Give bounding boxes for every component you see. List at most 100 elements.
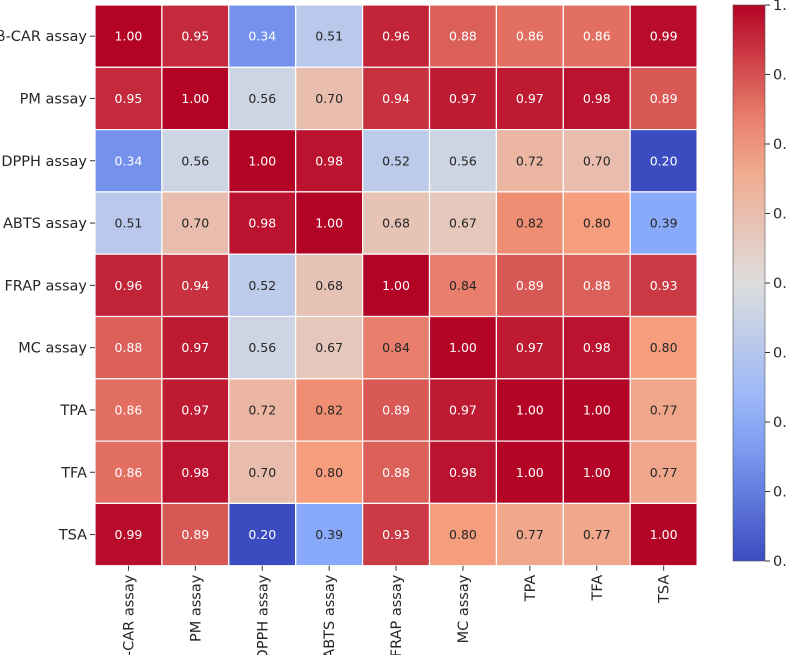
heatmap-cell bbox=[161, 191, 230, 255]
colorbar-tick-label: 0.4 bbox=[773, 415, 787, 431]
heatmap-cell bbox=[295, 253, 364, 318]
y-axis-labels: β-CAR assay PM assay DPPH assay ABTS assay F… bbox=[0, 29, 95, 544]
heatmap-cell bbox=[228, 66, 297, 131]
cell-value-label: 0.97 bbox=[516, 91, 544, 106]
colorbar-tick-label: 0.3 bbox=[773, 485, 787, 501]
cell-value-label: 1.00 bbox=[650, 527, 678, 542]
cell-value-label: 0.97 bbox=[449, 402, 477, 417]
heatmap-cell bbox=[428, 440, 498, 505]
cell-value-label: 0.98 bbox=[449, 465, 477, 480]
heatmap-cell bbox=[228, 129, 297, 193]
cell-value-label: 0.52 bbox=[382, 153, 410, 168]
x-tick-label: FRAP assay bbox=[389, 574, 405, 655]
heatmap-cell bbox=[629, 129, 698, 193]
heatmap-cell bbox=[295, 315, 364, 380]
heatmap-cell bbox=[94, 502, 163, 567]
colorbar-gradient bbox=[732, 4, 766, 562]
cell-value-label: 0.20 bbox=[650, 153, 678, 168]
heatmap-cell bbox=[495, 502, 564, 567]
heatmap-cell bbox=[362, 129, 431, 193]
cell-value-label: 0.67 bbox=[315, 340, 343, 355]
cell-value-label: 0.86 bbox=[516, 29, 544, 44]
cell-value-label: 0.84 bbox=[382, 340, 410, 355]
cell-value-label: 1.00 bbox=[449, 340, 477, 355]
y-tick-label: PM assay bbox=[20, 91, 88, 107]
cell-value-label: 0.89 bbox=[650, 91, 678, 106]
colorbar-tick-label: 0.5 bbox=[773, 346, 787, 362]
cell-value-label: 0.56 bbox=[181, 153, 209, 168]
cell-value-label: 0.93 bbox=[382, 527, 410, 542]
heatmap-cell bbox=[94, 315, 163, 380]
heatmap-cell bbox=[362, 66, 431, 131]
cell-value-label: 0.86 bbox=[115, 402, 143, 417]
cell-value-label: 0.95 bbox=[115, 91, 143, 106]
heatmap-cell bbox=[562, 4, 631, 68]
cell-value-label: 1.00 bbox=[315, 216, 343, 231]
cell-value-label: 0.56 bbox=[248, 340, 276, 355]
cell-value-label: 0.68 bbox=[315, 278, 343, 293]
cell-value-label: 0.39 bbox=[650, 216, 678, 231]
heatmap-cell bbox=[228, 253, 297, 318]
cell-value-label: 0.98 bbox=[583, 340, 611, 355]
cell-value-label: 0.99 bbox=[115, 527, 143, 542]
cell-value-label: 1.00 bbox=[583, 465, 611, 480]
heatmap-cell bbox=[94, 66, 163, 131]
cell-value-label: 1.00 bbox=[516, 402, 544, 417]
cell-value-label: 0.77 bbox=[516, 527, 544, 542]
cell-value-label: 1.00 bbox=[382, 278, 410, 293]
cell-value-label: 0.86 bbox=[115, 465, 143, 480]
x-tick-label: ABTS assay bbox=[322, 574, 338, 655]
y-tick-label: FRAP assay bbox=[4, 278, 87, 294]
cell-value-label: 0.97 bbox=[516, 340, 544, 355]
heatmap-cell bbox=[94, 4, 163, 68]
cell-value-label: 0.70 bbox=[248, 465, 276, 480]
cell-value-label: 0.88 bbox=[115, 340, 143, 355]
heatmap-cell bbox=[228, 4, 297, 68]
cell-value-label: 0.68 bbox=[382, 216, 410, 231]
cell-value-label: 0.39 bbox=[315, 527, 343, 542]
heatmap-cell bbox=[228, 315, 297, 380]
heatmap-cell bbox=[94, 129, 163, 193]
cell-value-label: 0.34 bbox=[248, 29, 276, 44]
y-tick-label: TFA bbox=[60, 465, 87, 481]
heatmap-cell bbox=[428, 4, 498, 68]
cell-value-label: 0.82 bbox=[315, 402, 343, 417]
cell-value-label: 0.52 bbox=[248, 278, 276, 293]
heatmap-cell bbox=[362, 440, 431, 505]
x-tick-label: β-CAR assay bbox=[121, 574, 137, 655]
heatmap-cell bbox=[428, 253, 498, 318]
heatmap-cell bbox=[629, 440, 698, 505]
x-tick-label: TPA bbox=[523, 575, 539, 603]
heatmap-cell bbox=[495, 378, 564, 442]
heatmap-cell bbox=[94, 191, 163, 255]
cell-value-label: 0.77 bbox=[583, 527, 611, 542]
heatmap-cell bbox=[94, 378, 163, 442]
cell-value-label: 0.98 bbox=[315, 153, 343, 168]
heatmap-cell bbox=[428, 502, 498, 567]
cell-value-label: 1.00 bbox=[516, 465, 544, 480]
x-tick-label: TFA bbox=[590, 575, 606, 602]
cell-value-label: 0.70 bbox=[315, 91, 343, 106]
heatmap-cell bbox=[161, 502, 230, 567]
heatmap-cell bbox=[562, 315, 631, 380]
cell-value-label: 0.56 bbox=[248, 91, 276, 106]
colorbar: 0.2 0.3 0.4 0.5 0.6 0.7 0.8 0.9 1.0 bbox=[732, 0, 787, 570]
cell-value-label: 0.80 bbox=[315, 465, 343, 480]
cell-value-label: 1.00 bbox=[181, 91, 209, 106]
heatmap-cell bbox=[228, 440, 297, 505]
heatmap-cell bbox=[629, 502, 698, 567]
cell-value-label: 0.89 bbox=[382, 402, 410, 417]
heatmap-cell bbox=[295, 440, 364, 505]
cell-value-label: 1.00 bbox=[115, 29, 143, 44]
cell-value-label: 0.99 bbox=[650, 29, 678, 44]
cell-value-label: 0.84 bbox=[449, 278, 477, 293]
colorbar-tick-label: 0.9 bbox=[773, 68, 787, 84]
cell-value-label: 0.86 bbox=[583, 29, 611, 44]
cell-value-label: 0.88 bbox=[382, 465, 410, 480]
cell-value-label: 0.80 bbox=[583, 216, 611, 231]
heatmap-cell bbox=[362, 315, 431, 380]
heatmap-cell bbox=[629, 253, 698, 318]
heatmap-cell bbox=[495, 129, 564, 193]
y-tick-label: ABTS assay bbox=[3, 216, 87, 232]
